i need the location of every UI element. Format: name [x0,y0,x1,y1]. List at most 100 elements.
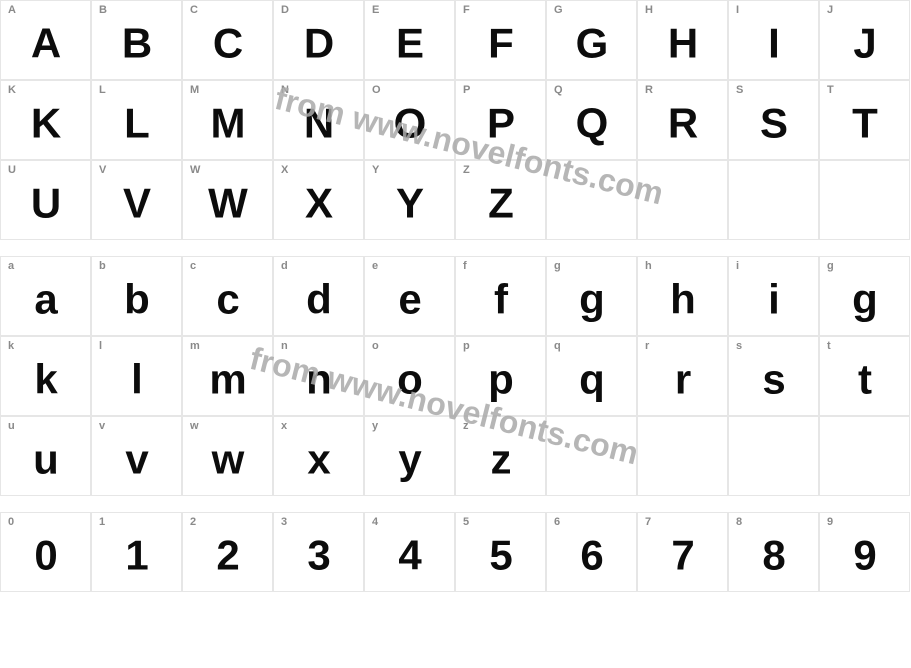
glyph-cell: ss [728,336,819,416]
glyph-cell: xx [273,416,364,496]
glyph-cell: cc [182,256,273,336]
cell-glyph: X [305,182,332,224]
glyph-cell: EE [364,0,455,80]
cell-glyph: V [123,182,150,224]
glyph-cell: ii [728,256,819,336]
cell-label: X [281,164,288,176]
glyph-cell [728,160,819,240]
cell-glyph: U [31,182,60,224]
cell-glyph: 3 [307,534,329,576]
glyph-cell [728,416,819,496]
glyph-cell: 55 [455,512,546,592]
glyph-cell: nn [273,336,364,416]
cell-label: f [463,260,467,272]
cell-label: J [827,4,833,16]
glyph-cell: MM [182,80,273,160]
cell-label: b [99,260,106,272]
cell-label: u [8,420,15,432]
cell-glyph: Q [576,102,608,144]
cell-label: H [645,4,653,16]
cell-glyph: e [398,278,420,320]
cell-glyph: W [208,182,247,224]
glyph-cell: JJ [819,0,910,80]
glyph-cell: ff [455,256,546,336]
cell-glyph: K [31,102,60,144]
cell-glyph: D [304,22,333,64]
cell-glyph: P [487,102,514,144]
cell-label: W [190,164,200,176]
cell-glyph: S [760,102,787,144]
cell-label: 4 [372,516,378,528]
cell-glyph: 8 [762,534,784,576]
cell-label: M [190,84,199,96]
cell-glyph: i [768,278,779,320]
glyph-cell: yy [364,416,455,496]
cell-glyph: f [494,278,507,320]
cell-label: s [736,340,742,352]
cell-label: 9 [827,516,833,528]
cell-label: l [99,340,102,352]
glyph-cell: 33 [273,512,364,592]
cell-label: 1 [99,516,105,528]
uppercase-grid: AABBCCDDEEFFGGHHIIJJKKLLMMNNOOPPQQRRSSTT… [0,0,911,240]
cell-label: p [463,340,470,352]
cell-label: 8 [736,516,742,528]
glyph-cell: II [728,0,819,80]
cell-label: Z [463,164,470,176]
glyph-cell: kk [0,336,91,416]
glyph-cell: KK [0,80,91,160]
font-chart: AABBCCDDEEFFGGHHIIJJKKLLMMNNOOPPQQRRSSTT… [0,0,911,592]
glyph-cell: RR [637,80,728,160]
cell-glyph: Z [488,182,513,224]
cell-glyph: R [668,102,697,144]
glyph-cell: 88 [728,512,819,592]
cell-label: r [645,340,649,352]
cell-label: y [372,420,378,432]
glyph-cell: XX [273,160,364,240]
glyph-cell [637,160,728,240]
glyph-cell: BB [91,0,182,80]
glyph-cell: WW [182,160,273,240]
glyph-cell: bb [91,256,182,336]
cell-glyph: B [122,22,151,64]
cell-glyph: d [306,278,331,320]
cell-label: L [99,84,106,96]
glyph-cell: ZZ [455,160,546,240]
cell-label: o [372,340,379,352]
cell-label: B [99,4,107,16]
cell-glyph: b [124,278,149,320]
cell-glyph: O [394,102,426,144]
cell-label: 2 [190,516,196,528]
glyph-cell: LL [91,80,182,160]
cell-label: x [281,420,287,432]
glyph-cell: 22 [182,512,273,592]
cell-glyph: G [576,22,608,64]
glyph-cell [819,416,910,496]
cell-glyph: r [675,358,690,400]
glyph-cell: TT [819,80,910,160]
cell-glyph: p [488,358,513,400]
cell-label: t [827,340,831,352]
cell-label: h [645,260,652,272]
cell-label: S [736,84,743,96]
glyph-cell: FF [455,0,546,80]
cell-glyph: h [670,278,695,320]
digits-grid: 00112233445566778899 [0,512,911,592]
cell-label: I [736,4,739,16]
glyph-cell: NN [273,80,364,160]
cell-label: w [190,420,199,432]
cell-glyph: Y [396,182,423,224]
cell-glyph: a [34,278,56,320]
cell-label: A [8,4,16,16]
cell-label: V [99,164,106,176]
cell-label: d [281,260,288,272]
cell-glyph: 2 [216,534,238,576]
cell-label: v [99,420,105,432]
cell-label: G [554,4,563,16]
cell-glyph: z [491,438,511,480]
glyph-cell: qq [546,336,637,416]
glyph-cell: pp [455,336,546,416]
cell-glyph: x [307,438,329,480]
glyph-cell: hh [637,256,728,336]
cell-glyph: J [853,22,875,64]
